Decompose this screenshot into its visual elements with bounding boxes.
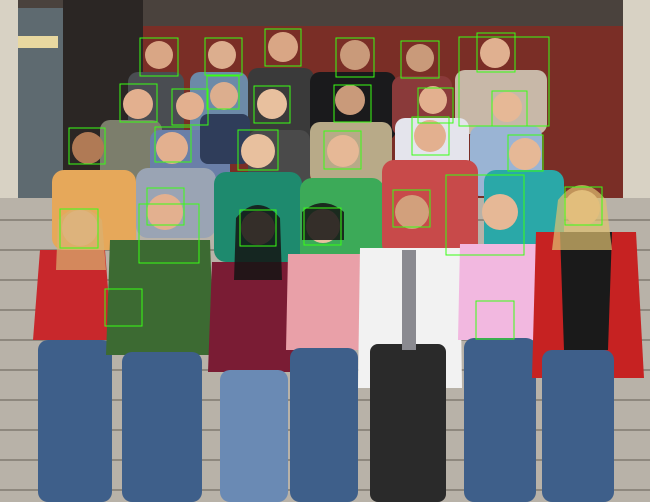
detection-box <box>204 37 243 76</box>
detection-box <box>476 32 516 73</box>
detection-box <box>392 189 431 228</box>
detection-box <box>333 84 372 123</box>
detection-box <box>411 116 450 156</box>
detection-box <box>119 83 158 123</box>
detection-box <box>323 130 362 170</box>
detection-box <box>104 288 143 327</box>
detection-box <box>491 90 528 127</box>
detection-box <box>417 87 454 124</box>
detection-box <box>59 208 99 249</box>
detection-box <box>138 203 200 264</box>
detection-box <box>68 127 106 165</box>
detection-box <box>564 186 603 226</box>
detection-box <box>206 75 240 110</box>
ceiling-light <box>18 36 58 48</box>
detection-box <box>146 187 185 226</box>
left-column <box>0 0 18 200</box>
detection-box <box>475 300 515 340</box>
people-front-row <box>33 185 644 502</box>
detection-box <box>264 28 302 67</box>
detection-box <box>335 37 375 78</box>
detection-box <box>253 85 291 124</box>
detection-box <box>239 209 277 247</box>
detection-box <box>303 207 342 246</box>
detection-box <box>507 134 544 172</box>
detection-boxes <box>59 28 603 340</box>
detection-box <box>171 88 209 126</box>
detection-box <box>237 129 279 171</box>
detection-box <box>139 37 179 77</box>
right-column <box>623 0 650 200</box>
detection-box <box>154 126 192 163</box>
detection-box <box>400 40 440 79</box>
detection-box <box>445 174 525 256</box>
